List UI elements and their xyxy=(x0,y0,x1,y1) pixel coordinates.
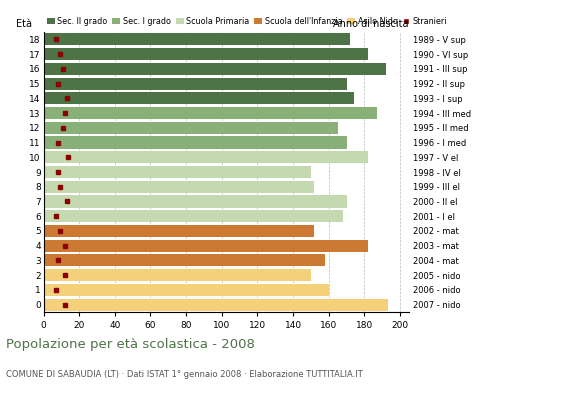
Bar xyxy=(44,269,311,281)
Bar xyxy=(44,240,368,252)
Bar xyxy=(44,92,354,104)
Bar xyxy=(44,63,386,75)
Bar xyxy=(44,107,377,119)
Bar xyxy=(44,225,314,237)
Bar xyxy=(44,298,387,311)
Text: Popolazione per età scolastica - 2008: Popolazione per età scolastica - 2008 xyxy=(6,338,255,351)
Text: Anno di nascita: Anno di nascita xyxy=(334,19,409,29)
Bar xyxy=(44,196,346,208)
Text: Età: Età xyxy=(16,19,32,29)
Bar xyxy=(44,122,338,134)
Bar xyxy=(44,166,311,178)
Bar xyxy=(44,33,350,46)
Bar xyxy=(44,284,329,296)
Bar xyxy=(44,136,346,148)
Bar xyxy=(44,151,368,163)
Bar xyxy=(44,48,368,60)
Bar xyxy=(44,210,343,222)
Bar xyxy=(44,78,346,90)
Bar xyxy=(44,181,314,193)
Legend: Sec. II grado, Sec. I grado, Scuola Primaria, Scuola dell'Infanzia, Asilo Nido, : Sec. II grado, Sec. I grado, Scuola Prim… xyxy=(44,14,451,29)
Bar xyxy=(44,254,325,266)
Text: COMUNE DI SABAUDIA (LT) · Dati ISTAT 1° gennaio 2008 · Elaborazione TUTTITALIA.I: COMUNE DI SABAUDIA (LT) · Dati ISTAT 1° … xyxy=(6,370,362,379)
